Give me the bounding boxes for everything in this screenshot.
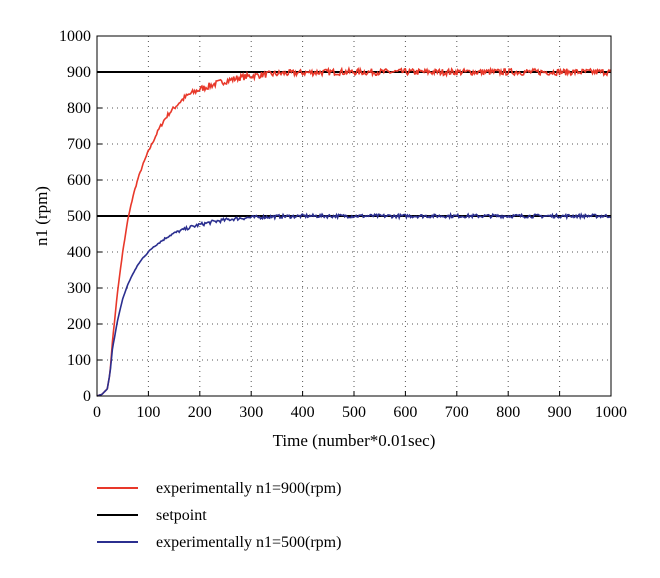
- y-tick-label: 500: [67, 208, 91, 225]
- y-tick-label: 600: [67, 172, 91, 189]
- x-tick-label: 200: [188, 404, 212, 421]
- legend: experimentally n1=900(rpm) setpoint expe…: [97, 480, 341, 551]
- series-line-500rpm: [96, 211, 612, 397]
- x-tick-label: 1000: [595, 404, 627, 421]
- y-tick-label: 800: [67, 100, 91, 117]
- legend-label: experimentally n1=500(rpm): [156, 534, 341, 551]
- x-tick-label: 300: [239, 404, 263, 421]
- x-tick-label: 500: [342, 404, 366, 421]
- x-tick-label: 900: [548, 404, 572, 421]
- y-tick-label: 400: [67, 244, 91, 261]
- y-tick-label: 100: [67, 352, 91, 369]
- x-tick-label: 600: [393, 404, 417, 421]
- x-tick-label: 800: [496, 404, 520, 421]
- x-axis-label: Time (number*0.01sec): [273, 431, 436, 450]
- y-tick-label: 300: [67, 280, 91, 297]
- series-layer: [96, 65, 612, 397]
- axis-ticks: 0 100 200 300 400 500 600 700 800 900 1000 0 100 200 3…: [59, 28, 627, 421]
- x-tick-label: 400: [291, 404, 315, 421]
- x-tick-label: 100: [136, 404, 160, 421]
- y-tick-label: 900: [67, 64, 91, 81]
- y-tick-label: 700: [67, 136, 91, 153]
- y-axis-label: n1 (rpm): [32, 186, 51, 246]
- legend-label: experimentally n1=900(rpm): [156, 480, 341, 497]
- x-tick-label: 700: [445, 404, 469, 421]
- legend-label: setpoint: [156, 507, 207, 524]
- series-line-900rpm: [96, 65, 612, 397]
- y-tick-label: 0: [83, 388, 91, 405]
- y-tick-label: 200: [67, 316, 91, 333]
- y-tick-label: 1000: [59, 28, 91, 45]
- x-tick-label: 0: [93, 404, 101, 421]
